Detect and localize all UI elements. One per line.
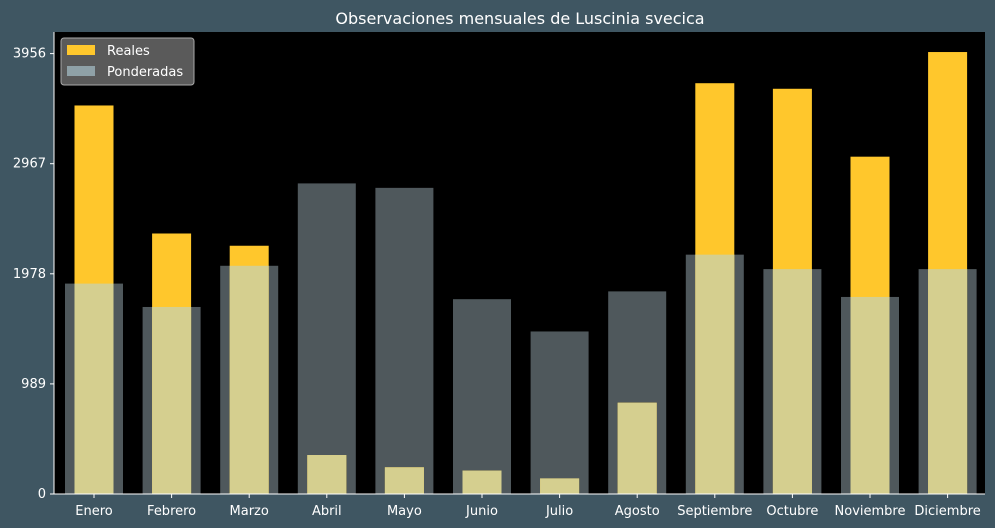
x-tick-label-agosto: Agosto <box>615 504 660 519</box>
x-tick-label-octubre: Octubre <box>766 504 818 519</box>
y-axis-ticks: 0 989 1978 2967 3956 <box>13 47 54 502</box>
x-tick-label-marzo: Marzo <box>230 504 269 519</box>
x-tick-label-diciembre: Diciembre <box>914 504 980 519</box>
x-tick-label-noviembre: Noviembre <box>835 504 906 519</box>
x-tick-label-mayo: Mayo <box>387 504 422 519</box>
x-tick-label-enero: Enero <box>75 504 113 519</box>
bar-overlap-enero <box>74 283 114 494</box>
chart-title: Observaciones mensuales de Luscinia svec… <box>335 9 704 28</box>
plot-area <box>54 32 985 494</box>
bar-overlap-agosto <box>617 402 657 494</box>
bar-overlap-febrero <box>152 306 192 494</box>
bar-overlap-noviembre <box>850 296 890 494</box>
overlap-bars <box>74 254 968 494</box>
bar-overlap-octubre <box>772 269 812 494</box>
legend-label-ponderadas: Ponderadas <box>107 65 183 80</box>
x-tick-label-julio: Julio <box>545 504 573 519</box>
y-tick-label-2967: 2967 <box>13 157 46 172</box>
bar-overlap-junio <box>462 470 502 494</box>
x-tick-label-septiembre: Septiembre <box>677 504 752 519</box>
legend-label-reales: Reales <box>107 44 150 59</box>
bar-overlap-julio <box>540 478 580 494</box>
y-tick-label-989: 989 <box>21 377 46 392</box>
bar-overlap-diciembre <box>928 269 968 494</box>
bar-ponderadas-junio <box>453 299 511 494</box>
bar-overlap-marzo <box>229 265 269 494</box>
legend-swatch-reales <box>67 45 95 55</box>
x-tick-label-abril: Abril <box>312 504 342 519</box>
y-tick-label-1978: 1978 <box>13 267 46 282</box>
bar-overlap-abril <box>307 455 347 494</box>
bar-overlap-septiembre <box>695 254 735 494</box>
y-tick-label-0: 0 <box>38 487 46 502</box>
bar-ponderadas-julio <box>530 331 589 494</box>
bar-ponderadas-mayo <box>375 187 434 495</box>
bar-ponderadas-abril <box>297 183 356 494</box>
legend: Reales Ponderadas <box>60 37 195 86</box>
bar-overlap-mayo <box>384 467 424 494</box>
y-tick-label-3956: 3956 <box>13 47 46 62</box>
x-tick-label-febrero: Febrero <box>147 504 196 519</box>
x-axis-ticks: Enero Febrero Marzo Abril Mayo Junio Julio Agos… <box>75 494 981 519</box>
legend-swatch-ponderadas <box>67 66 95 76</box>
x-tick-label-junio: Junio <box>465 504 498 519</box>
